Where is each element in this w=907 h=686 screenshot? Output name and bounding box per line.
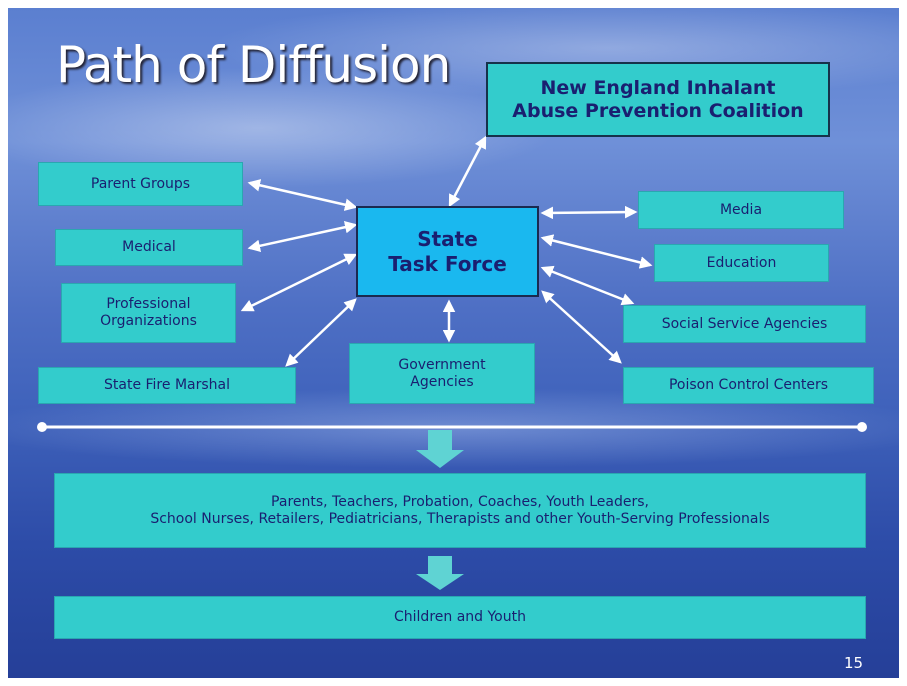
box-text: Children and Youth: [394, 609, 526, 626]
box-text: Poison Control Centers: [669, 377, 828, 394]
node-box: State Fire Marshal: [38, 367, 296, 404]
audience-box: Parents, Teachers, Probation, Coaches, Y…: [54, 473, 866, 548]
box-text: Media: [720, 202, 762, 219]
node-box: Media: [638, 191, 844, 229]
box-text: School Nurses, Retailers, Pediatricians,…: [150, 511, 769, 528]
box-text: State Fire Marshal: [104, 377, 230, 394]
node-box: Education: [654, 244, 829, 282]
box-text: State: [417, 227, 478, 252]
node-box: Medical: [55, 229, 243, 266]
title: Path of Diffusion: [56, 36, 450, 94]
box-text: Task Force: [388, 252, 507, 277]
box-text: Agencies: [410, 374, 473, 391]
box-text: Education: [707, 255, 777, 272]
box-text: Medical: [122, 239, 176, 256]
page-number: 15: [844, 654, 863, 672]
box-text: Social Service Agencies: [662, 316, 828, 333]
box-text: Parent Groups: [91, 176, 190, 193]
children-box: Children and Youth: [54, 596, 866, 639]
page: Path of Diffusion New England InhalantAb…: [0, 0, 907, 686]
node-box: Parent Groups: [38, 162, 243, 206]
box-text: New England Inhalant: [540, 77, 775, 100]
box-text: Government: [398, 357, 485, 374]
down-arrow: [416, 556, 464, 590]
box-text: Organizations: [100, 313, 197, 330]
box-text: Parents, Teachers, Probation, Coaches, Y…: [271, 494, 649, 511]
down-arrow: [416, 430, 464, 468]
node-box: Poison Control Centers: [623, 367, 874, 404]
box-text: Professional: [106, 296, 190, 313]
box-text: Abuse Prevention Coalition: [512, 100, 803, 123]
node-box: Social Service Agencies: [623, 305, 866, 343]
